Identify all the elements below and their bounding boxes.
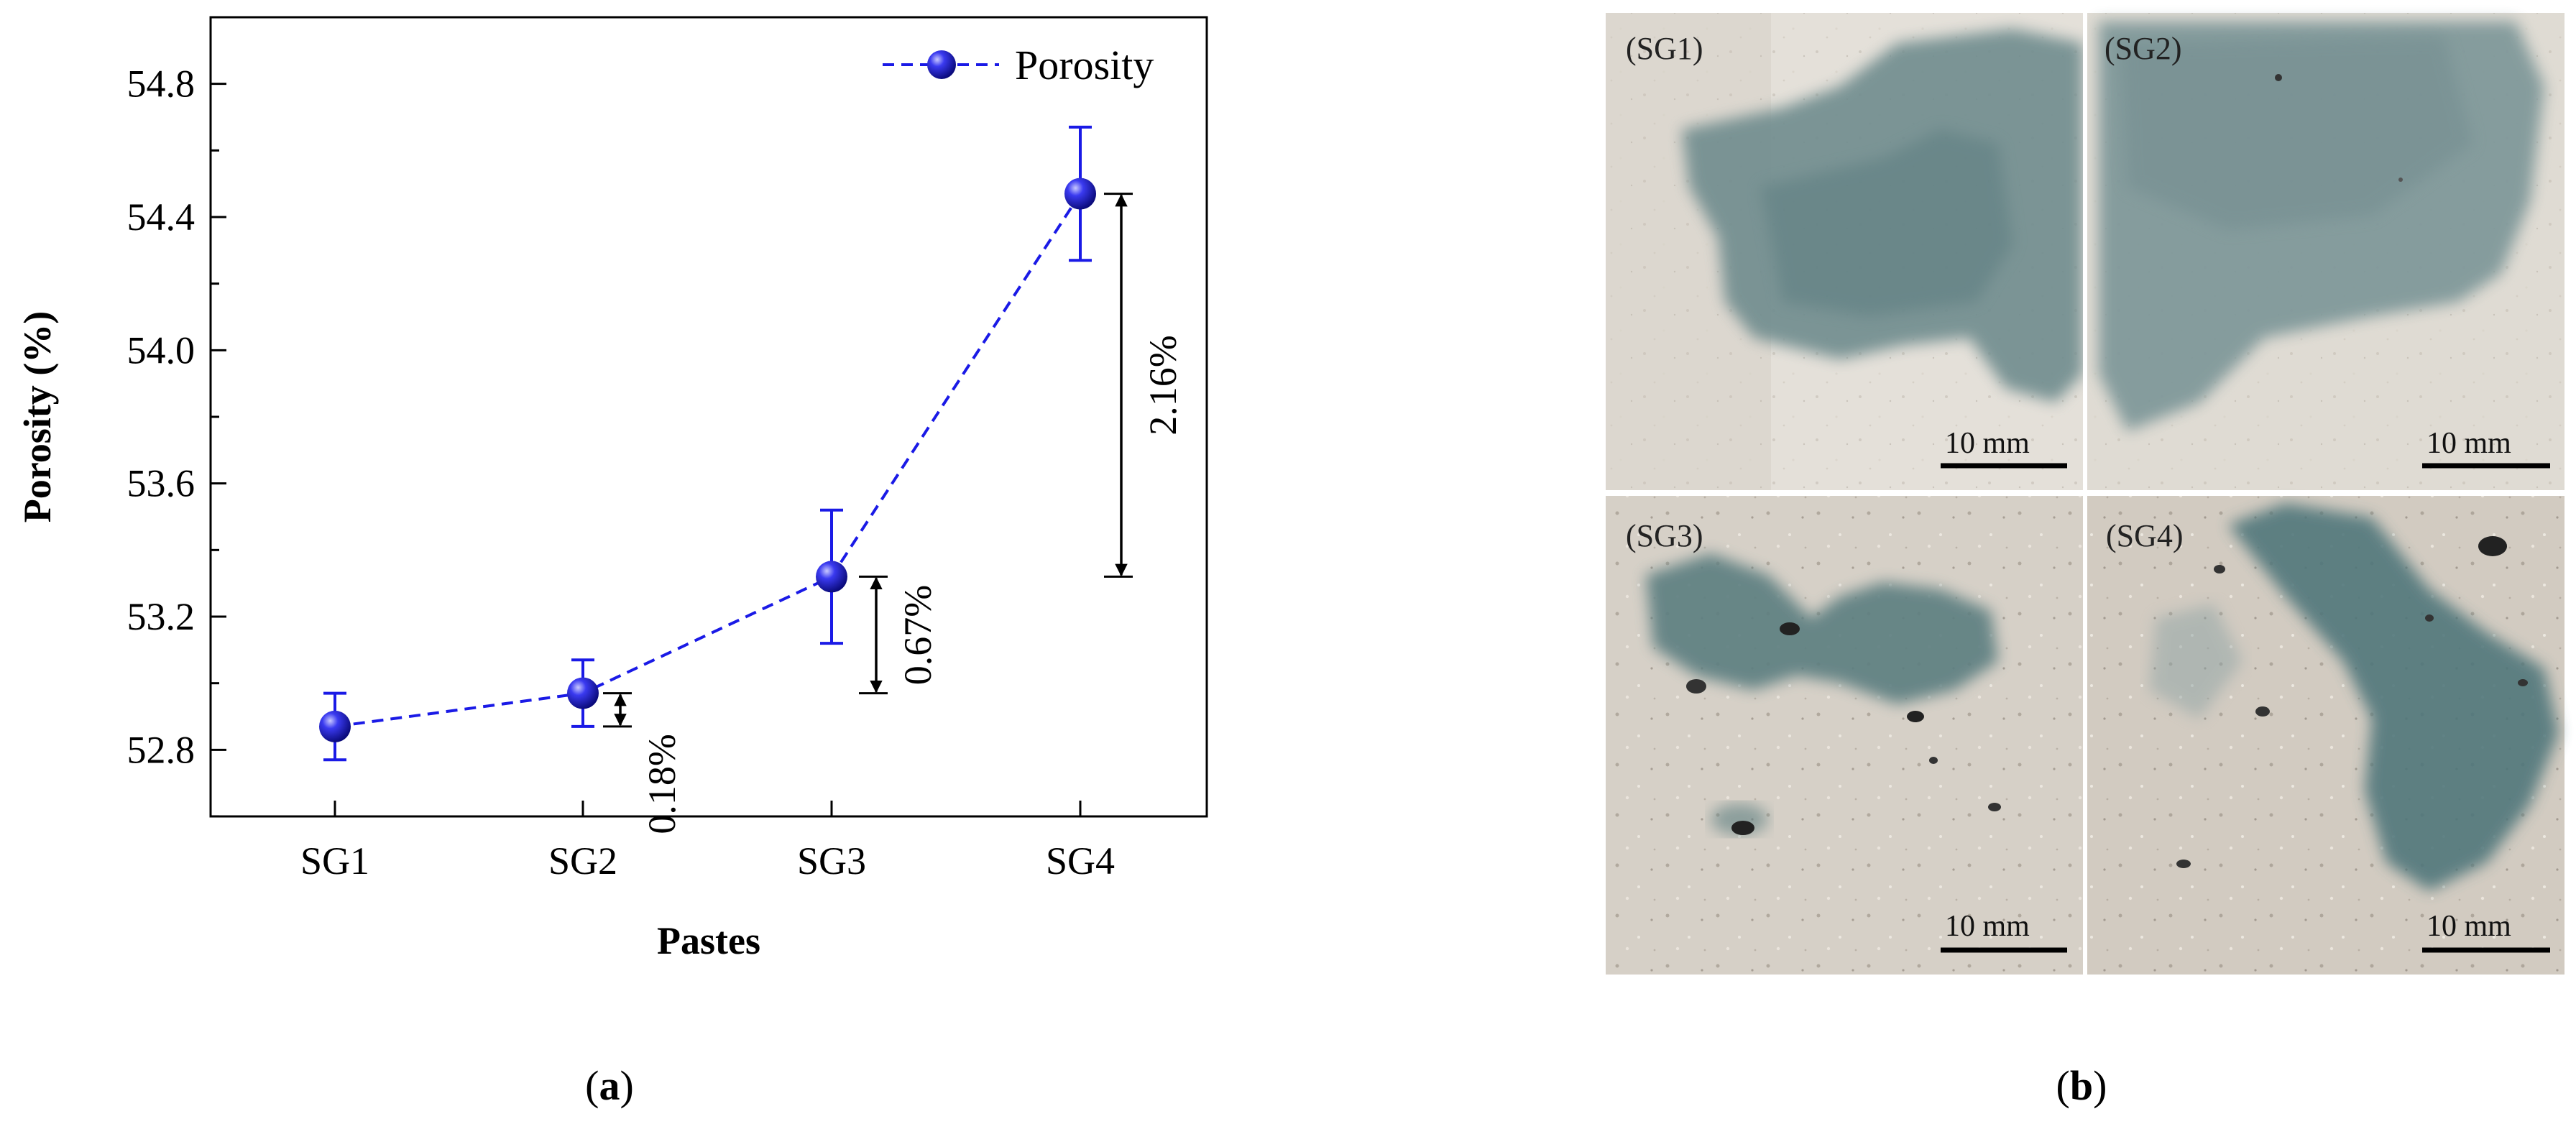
annotation-label: 0.18% xyxy=(640,734,684,834)
stain-photos: (SG1) 10 mm (SG2) 10 mm xyxy=(1606,13,2564,1109)
data-point xyxy=(319,710,351,742)
tile-label-sg2: (SG2) xyxy=(2104,31,2182,66)
photo-sg1: (SG1) 10 mm xyxy=(1606,13,2083,490)
y-tick-label: 53.2 xyxy=(127,595,196,638)
series-line xyxy=(334,193,1082,728)
legend-label: Porosity xyxy=(1015,42,1154,88)
data-point xyxy=(1064,178,1096,210)
data-point xyxy=(567,677,599,709)
photo-sg4: (SG4) 10 mm xyxy=(2087,496,2564,975)
x-axis: SG1 SG2 SG3 SG4 xyxy=(300,801,1115,883)
y-axis: 52.8 53.2 53.6 54.0 54.4 54.8 xyxy=(127,16,226,818)
x-tick-label: SG1 xyxy=(300,839,369,883)
scale-label-sg3: 10 mm xyxy=(1945,910,2030,943)
scale-label-sg2: 10 mm xyxy=(2426,427,2511,460)
difference-annotations: 0.18% 0.67% 2.16% xyxy=(603,193,1184,834)
x-tick-label: SG2 xyxy=(548,839,617,883)
scale-label-sg4: 10 mm xyxy=(2426,910,2511,943)
annotation-label: 2.16% xyxy=(1141,335,1184,435)
y-tick-label: 54.0 xyxy=(127,328,196,372)
photo-sg3: (SG3) 10 mm xyxy=(1606,496,2083,975)
y-tick-label: 54.8 xyxy=(127,63,196,106)
plot-frame xyxy=(209,16,1208,818)
x-axis-label: Pastes xyxy=(657,919,760,962)
tile-label-sg4: (SG4) xyxy=(2106,518,2184,553)
y-tick-label: 53.6 xyxy=(127,462,196,505)
data-point xyxy=(816,561,847,593)
tile-label-sg3: (SG3) xyxy=(1626,518,1703,553)
panel-b-caption: (b) xyxy=(2056,1062,2107,1109)
x-tick-label: SG3 xyxy=(797,839,866,883)
photo-divider-horizontal xyxy=(1606,490,2564,496)
photo-sg2: (SG2) 10 mm xyxy=(2087,13,2564,490)
legend: Porosity xyxy=(883,42,1154,88)
series-porosity xyxy=(319,125,1096,762)
y-tick-label: 54.4 xyxy=(127,195,196,239)
y-tick-label: 52.8 xyxy=(127,728,196,771)
x-tick-label: SG4 xyxy=(1046,839,1115,883)
annotation-label: 0.67% xyxy=(896,585,939,685)
tile-label-sg1: (SG1) xyxy=(1626,31,1703,66)
porosity-chart: 52.8 53.2 53.6 54.0 54.4 54.8 SG1 SG2 SG3 SG4 Po… xyxy=(16,16,1208,1109)
legend-marker xyxy=(927,50,956,79)
panel-a-caption: (a) xyxy=(585,1062,634,1109)
y-axis-label: Porosity (%) xyxy=(16,311,59,522)
scale-label-sg1: 10 mm xyxy=(1945,427,2030,460)
